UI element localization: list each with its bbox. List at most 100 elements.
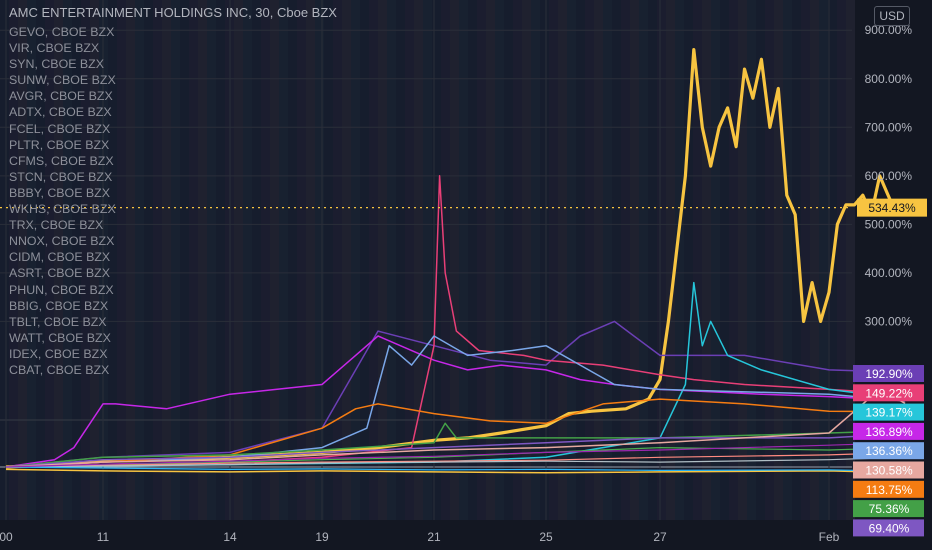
session-band	[90, 0, 99, 520]
session-band	[414, 0, 423, 520]
legend-item[interactable]: SUNW, CBOE BZX	[9, 73, 116, 88]
session-band	[693, 0, 702, 520]
y-tick-label: 900.00%	[865, 23, 913, 37]
session-band	[774, 0, 783, 520]
session-band	[657, 0, 666, 520]
legend-item[interactable]: IDEX, CBOE BZX	[9, 346, 108, 361]
y-tick-label: 400.00%	[865, 266, 913, 280]
session-band	[18, 0, 27, 520]
legend-item[interactable]: VIR, CBOE BZX	[9, 41, 100, 56]
legend-item[interactable]: ADTX, CBOE BZX	[9, 105, 112, 120]
legend-item[interactable]: TRX, CBOE BZX	[9, 218, 104, 233]
session-band	[387, 0, 396, 520]
legend-item[interactable]: PLTR, CBOE BZX	[9, 137, 110, 152]
session-band	[117, 0, 126, 520]
session-band	[45, 0, 54, 520]
x-tick-label: Feb	[819, 530, 840, 544]
session-band	[144, 0, 153, 520]
legend-item[interactable]: GEVO, CBOE BZX	[9, 25, 115, 39]
series-line-14	[5, 456, 906, 468]
session-band	[423, 0, 432, 520]
session-band	[36, 0, 45, 520]
end-label-bg	[853, 403, 924, 421]
session-band	[198, 0, 207, 520]
series-line-3	[5, 320, 906, 468]
session-band	[441, 0, 450, 520]
legend-item[interactable]: WKHS, CBOE BZX	[9, 202, 116, 217]
legend-item[interactable]: NNOX, CBOE BZX	[9, 234, 115, 249]
session-band	[684, 0, 693, 520]
series-line-12	[5, 447, 906, 468]
x-tick-label: 00	[0, 530, 13, 544]
session-band	[765, 0, 774, 520]
legend-item[interactable]: WATT, CBOE BZX	[9, 330, 111, 345]
x-tick-label: 21	[427, 530, 441, 544]
end-label: 139.17%	[865, 406, 913, 420]
x-tick-label: 11	[97, 530, 110, 544]
session-band	[468, 0, 477, 520]
session-band	[585, 0, 594, 520]
session-band	[459, 0, 468, 520]
series-line-15	[5, 466, 906, 472]
legend-item[interactable]: SYN, CBOE BZX	[9, 57, 105, 72]
legend-item[interactable]: PHUN, CBOE BZX	[9, 282, 114, 297]
legend-item[interactable]: BBBY, CBOE BZX	[9, 185, 110, 200]
session-band	[576, 0, 585, 520]
session-band	[369, 0, 378, 520]
session-band	[252, 0, 261, 520]
session-band	[234, 0, 243, 520]
legend-item[interactable]: TBLT, CBOE BZX	[9, 314, 107, 329]
end-label-bg	[853, 480, 924, 498]
legend-item[interactable]: ASRT, CBOE BZX	[9, 266, 110, 281]
session-band	[279, 0, 288, 520]
end-label-bg	[853, 500, 924, 518]
legend-item[interactable]: BBIG, CBOE BZX	[9, 298, 109, 313]
session-band	[720, 0, 729, 520]
session-band	[63, 0, 72, 520]
session-band	[315, 0, 324, 520]
session-band	[261, 0, 270, 520]
series-line-13	[5, 451, 906, 468]
session-band	[567, 0, 576, 520]
x-tick-label: 27	[653, 530, 667, 544]
session-band	[504, 0, 513, 520]
series-line-8	[5, 398, 906, 468]
series-line-9	[5, 422, 906, 468]
y-tick-label: 500.00%	[865, 217, 913, 231]
legend-item[interactable]: AVGR, CBOE BZX	[9, 89, 113, 104]
end-label: 192.90%	[865, 367, 913, 381]
legend-item[interactable]: STCN, CBOE BZX	[9, 169, 113, 184]
currency-button[interactable]: USD	[874, 6, 910, 26]
session-band	[675, 0, 684, 520]
session-band	[531, 0, 540, 520]
session-band	[702, 0, 711, 520]
session-band	[711, 0, 720, 520]
end-label-bg	[853, 519, 924, 537]
end-label: 149.22%	[865, 386, 913, 400]
current-value-label-bg	[857, 198, 927, 217]
legend-item[interactable]: CFMS, CBOE BZX	[9, 153, 114, 168]
y-tick-label: 600.00%	[865, 169, 913, 183]
session-band	[522, 0, 531, 520]
end-label: 75.36%	[869, 502, 910, 516]
session-band	[0, 0, 9, 520]
session-band	[54, 0, 63, 520]
end-label: 69.40%	[869, 521, 910, 535]
session-band	[801, 0, 810, 520]
session-band	[162, 0, 171, 520]
y-tick-label: 800.00%	[865, 72, 913, 86]
session-band	[846, 0, 855, 520]
session-band	[189, 0, 198, 520]
legend-item[interactable]: CBAT, CBOE BZX	[9, 362, 110, 377]
legend-item[interactable]: CIDM, CBOE BZX	[9, 250, 111, 265]
legend-item[interactable]: FCEL, CBOE BZX	[9, 121, 111, 136]
session-band	[558, 0, 567, 520]
session-band	[351, 0, 360, 520]
end-label: 136.89%	[865, 425, 913, 439]
session-band	[783, 0, 792, 520]
session-band	[594, 0, 603, 520]
session-band	[729, 0, 738, 520]
series-line-5	[5, 175, 906, 468]
session-band	[810, 0, 819, 520]
